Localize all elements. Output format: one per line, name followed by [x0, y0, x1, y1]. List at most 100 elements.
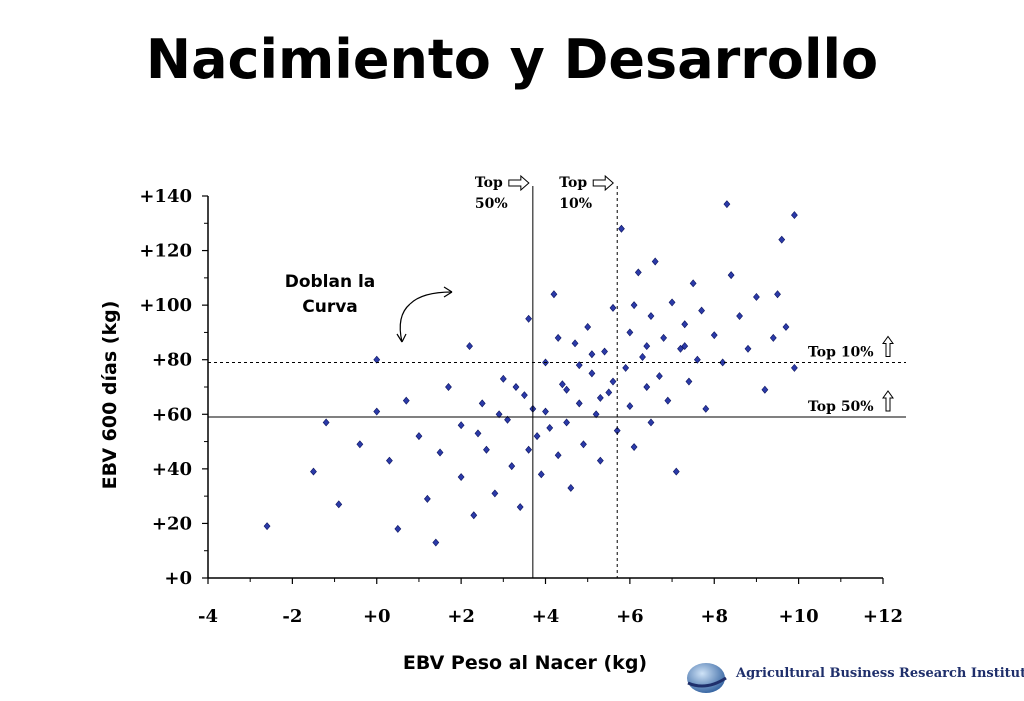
data-point	[774, 290, 781, 299]
label-horizontal-top50: Top 50%	[808, 390, 894, 415]
data-point	[618, 224, 625, 233]
data-point	[575, 399, 583, 408]
data-point	[736, 312, 743, 321]
label-vertical-top10-line1: Top	[559, 175, 587, 191]
data-point	[689, 279, 697, 288]
data-point	[698, 306, 705, 315]
data-point	[537, 470, 545, 479]
data-point	[356, 440, 364, 449]
data-point	[508, 462, 516, 471]
data-point	[656, 372, 663, 381]
data-point	[651, 257, 659, 266]
data-point	[634, 268, 642, 277]
y-tick-label: +40	[152, 459, 192, 480]
x-tick-label: +6	[616, 606, 644, 627]
y-tick-label: +20	[152, 513, 192, 534]
data-point	[474, 429, 482, 438]
up-arrow-icon	[882, 335, 894, 357]
data-point	[558, 380, 566, 389]
y-tick-label: +80	[152, 350, 192, 371]
data-point	[791, 211, 798, 220]
data-point	[596, 456, 604, 465]
data-point	[630, 443, 638, 451]
data-point	[643, 342, 651, 351]
right-arrow-icon	[508, 174, 530, 192]
data-point	[423, 494, 431, 503]
data-point	[596, 393, 604, 402]
data-point	[753, 292, 760, 301]
data-point	[445, 383, 452, 391]
data-point	[571, 339, 579, 348]
data-point	[723, 200, 731, 209]
x-tick-label: -2	[282, 606, 302, 627]
data-point	[778, 235, 786, 244]
y-tick-label: +140	[139, 186, 192, 207]
data-point	[791, 363, 798, 372]
data-point	[605, 388, 613, 397]
data-point	[622, 363, 630, 372]
curved-arrow-right	[409, 291, 453, 305]
data-point	[386, 456, 393, 465]
data-point	[609, 377, 617, 386]
label-horizontal-top50-text: Top 50%	[808, 399, 874, 415]
globe-icon	[687, 663, 727, 693]
data-point	[601, 347, 608, 356]
data-point	[516, 503, 524, 512]
data-point	[693, 355, 701, 364]
x-tick-label: +2	[447, 606, 475, 627]
data-point	[639, 353, 646, 361]
data-point	[373, 407, 381, 416]
data-point	[554, 333, 562, 342]
data-point	[609, 303, 617, 312]
data-point	[402, 396, 410, 405]
y-tick-label: +120	[139, 241, 192, 262]
y-tick-label: +100	[139, 295, 192, 316]
data-point	[310, 467, 317, 476]
x-tick-label: +4	[532, 606, 560, 627]
right-arrow-icon	[592, 174, 614, 192]
data-point	[335, 500, 343, 509]
x-tick-label: +8	[700, 606, 728, 627]
data-point	[744, 344, 752, 353]
abri-logo: Agricultural Business Research Institute	[680, 656, 1024, 696]
data-point	[647, 312, 655, 321]
data-point	[643, 383, 651, 391]
data-point	[432, 538, 440, 547]
y-tick-label: +0	[164, 568, 192, 589]
data-point	[685, 377, 693, 386]
data-point	[504, 415, 511, 424]
label-vertical-top50-line2: 50%	[475, 196, 508, 212]
label-vertical-top10-line2: 10%	[559, 196, 592, 212]
data-point	[563, 418, 570, 427]
data-point	[546, 423, 554, 432]
data-point	[373, 355, 381, 364]
page-title: Nacimiento y Desarrollo	[145, 28, 879, 91]
data-point	[322, 418, 330, 427]
data-point	[588, 369, 596, 378]
data-point	[660, 333, 668, 342]
x-tick-label: +0	[363, 606, 391, 627]
label-vertical-top50-line1: Top	[475, 175, 503, 191]
data-point	[436, 448, 444, 457]
label-horizontal-top10-text: Top 10%	[808, 344, 874, 360]
data-point	[483, 445, 490, 454]
annotation-doblan-la-curva: Doblan la Curva	[284, 272, 376, 317]
arrow-head-icon	[396, 333, 407, 343]
x-tick-label: -4	[198, 606, 218, 627]
data-point	[727, 271, 735, 280]
data-point	[710, 331, 718, 340]
logo-text: Agricultural Business Research Institute	[736, 666, 1024, 681]
data-point	[769, 333, 777, 342]
data-point	[761, 385, 769, 394]
data-point	[495, 410, 503, 419]
data-point	[588, 350, 596, 359]
data-point	[647, 418, 655, 427]
arrow-head-icon	[443, 286, 453, 298]
y-axis-label: EBV 600 días (kg)	[99, 300, 121, 490]
curved-arrow-down	[399, 303, 411, 343]
data-point	[533, 432, 541, 441]
data-point	[681, 320, 689, 329]
data-point	[550, 290, 558, 299]
x-axis-label: EBV Peso al Nacer (kg)	[402, 652, 648, 674]
data-point	[592, 410, 600, 419]
